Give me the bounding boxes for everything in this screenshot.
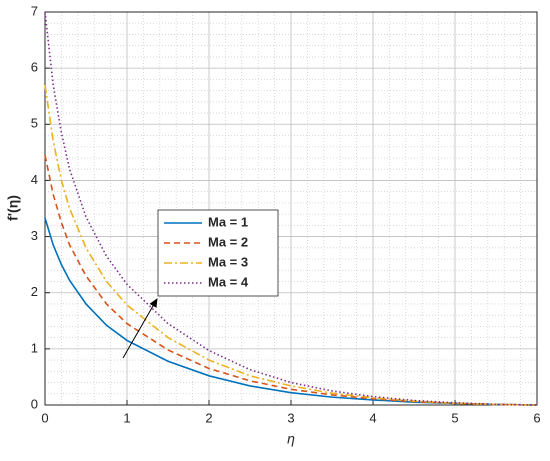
legend-label: Ma = 2 [208,234,248,249]
y-tick-label: 3 [31,228,38,243]
legend-label: Ma = 4 [208,274,249,289]
legend-label: Ma = 3 [208,254,248,269]
y-axis-label: f'(η) [5,195,21,221]
series-line [44,155,538,406]
y-tick-label: 2 [31,284,38,299]
legend-box [157,209,279,297]
y-tick-label: 6 [31,60,38,75]
x-axis-label: η [287,431,295,447]
x-tick-label: 5 [451,410,458,425]
x-tick-label: 3 [287,410,294,425]
y-tick-label: 7 [31,3,38,18]
x-tick-label: 1 [123,410,130,425]
x-tick-label: 4 [369,410,376,425]
y-tick-label: 1 [31,340,38,355]
axes-box [44,11,538,406]
x-tick-label: 0 [41,410,48,425]
y-tick-label: 4 [31,172,38,187]
plot-area: 0 1 2 3 4 5 6 0 1 2 3 4 5 6 7 Ma = 1 Ma = 2 Ma = 3 Ma = 4 [31,3,541,425]
y-tick-label: 5 [31,116,38,131]
x-tick-label: 2 [205,410,212,425]
x-tick-label: 6 [533,410,540,425]
series-line [44,11,538,406]
legend-label: Ma = 1 [208,214,248,229]
arrow [122,298,158,359]
y-tick-label: 0 [31,396,38,411]
